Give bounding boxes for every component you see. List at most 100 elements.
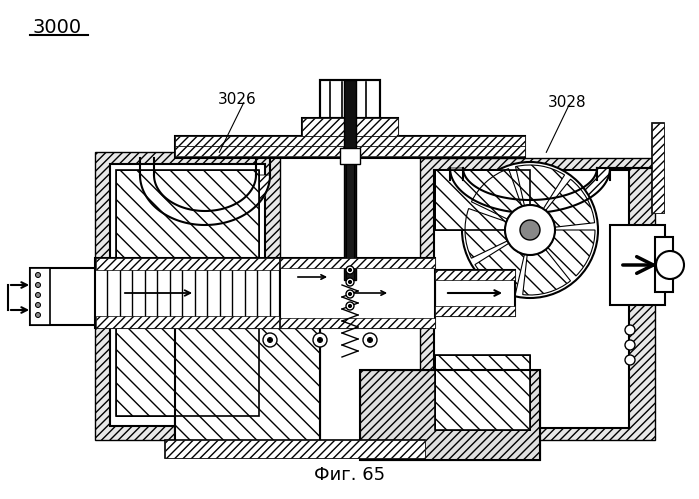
Circle shape	[268, 337, 273, 342]
Circle shape	[368, 337, 373, 342]
Polygon shape	[256, 175, 270, 177]
Bar	[435, 170, 530, 230]
Text: 3000: 3000	[32, 18, 81, 37]
Polygon shape	[152, 197, 165, 206]
Bar	[652, 123, 664, 213]
Circle shape	[317, 337, 322, 342]
Bar	[344, 80, 356, 280]
Polygon shape	[233, 205, 243, 217]
Bar	[420, 158, 655, 440]
Bar	[360, 370, 540, 460]
Bar	[302, 118, 398, 136]
Circle shape	[625, 355, 635, 365]
Bar	[435, 170, 530, 230]
Polygon shape	[161, 202, 173, 214]
Bar	[655, 237, 673, 292]
Polygon shape	[248, 193, 261, 202]
Polygon shape	[166, 204, 175, 216]
Bar	[116, 308, 259, 416]
Polygon shape	[220, 209, 226, 223]
Bar	[165, 440, 425, 458]
Polygon shape	[234, 204, 245, 216]
Bar	[320, 80, 380, 120]
Polygon shape	[158, 200, 169, 211]
Polygon shape	[140, 181, 155, 185]
Bar	[95, 152, 280, 440]
Polygon shape	[245, 197, 257, 206]
Bar	[280, 258, 435, 328]
Polygon shape	[143, 185, 157, 191]
Polygon shape	[140, 175, 154, 177]
Bar	[435, 355, 530, 430]
Bar	[280, 318, 435, 328]
Circle shape	[313, 333, 327, 347]
Polygon shape	[194, 211, 198, 225]
Polygon shape	[240, 200, 252, 211]
Polygon shape	[206, 211, 209, 225]
Wedge shape	[546, 179, 595, 227]
Polygon shape	[247, 194, 260, 203]
Circle shape	[656, 251, 684, 279]
Bar	[175, 146, 525, 156]
Polygon shape	[164, 203, 174, 215]
Bar	[30, 268, 50, 325]
Circle shape	[36, 272, 41, 277]
Polygon shape	[226, 207, 233, 221]
Circle shape	[505, 205, 555, 255]
Bar	[175, 328, 320, 443]
Circle shape	[346, 266, 354, 274]
Polygon shape	[222, 209, 229, 222]
Polygon shape	[170, 205, 179, 218]
Polygon shape	[254, 184, 268, 189]
Polygon shape	[143, 186, 157, 193]
Polygon shape	[208, 211, 212, 225]
Bar	[434, 170, 629, 428]
Circle shape	[363, 333, 377, 347]
Polygon shape	[189, 210, 194, 224]
Bar	[320, 80, 380, 118]
Polygon shape	[231, 205, 240, 218]
Bar	[360, 370, 540, 460]
Polygon shape	[172, 206, 180, 219]
Circle shape	[36, 312, 41, 317]
Bar	[610, 225, 665, 305]
Polygon shape	[140, 179, 154, 183]
Wedge shape	[465, 209, 507, 258]
Polygon shape	[146, 190, 159, 198]
Polygon shape	[256, 178, 270, 181]
Bar	[435, 270, 515, 280]
Bar	[652, 123, 664, 213]
Circle shape	[36, 302, 41, 307]
Polygon shape	[140, 178, 154, 181]
Bar	[175, 136, 525, 158]
Polygon shape	[186, 210, 192, 224]
Bar	[30, 268, 110, 325]
Polygon shape	[224, 208, 231, 222]
Circle shape	[36, 292, 41, 297]
Bar	[96, 316, 279, 328]
Polygon shape	[239, 201, 250, 212]
Polygon shape	[181, 209, 188, 222]
Polygon shape	[255, 181, 269, 185]
Polygon shape	[174, 207, 182, 220]
Wedge shape	[548, 230, 595, 276]
Polygon shape	[229, 206, 238, 219]
Bar	[175, 328, 320, 443]
Bar	[95, 258, 280, 328]
Circle shape	[520, 220, 540, 240]
Polygon shape	[254, 182, 268, 187]
Polygon shape	[159, 201, 171, 212]
Polygon shape	[250, 190, 264, 198]
Polygon shape	[256, 177, 270, 179]
Polygon shape	[238, 202, 249, 214]
Circle shape	[346, 302, 354, 310]
Polygon shape	[148, 193, 161, 202]
Polygon shape	[196, 211, 200, 225]
Wedge shape	[471, 169, 521, 219]
Polygon shape	[154, 198, 166, 208]
Bar	[116, 308, 259, 416]
Polygon shape	[176, 207, 185, 221]
Wedge shape	[475, 244, 524, 293]
Circle shape	[349, 292, 352, 295]
Polygon shape	[212, 211, 217, 225]
